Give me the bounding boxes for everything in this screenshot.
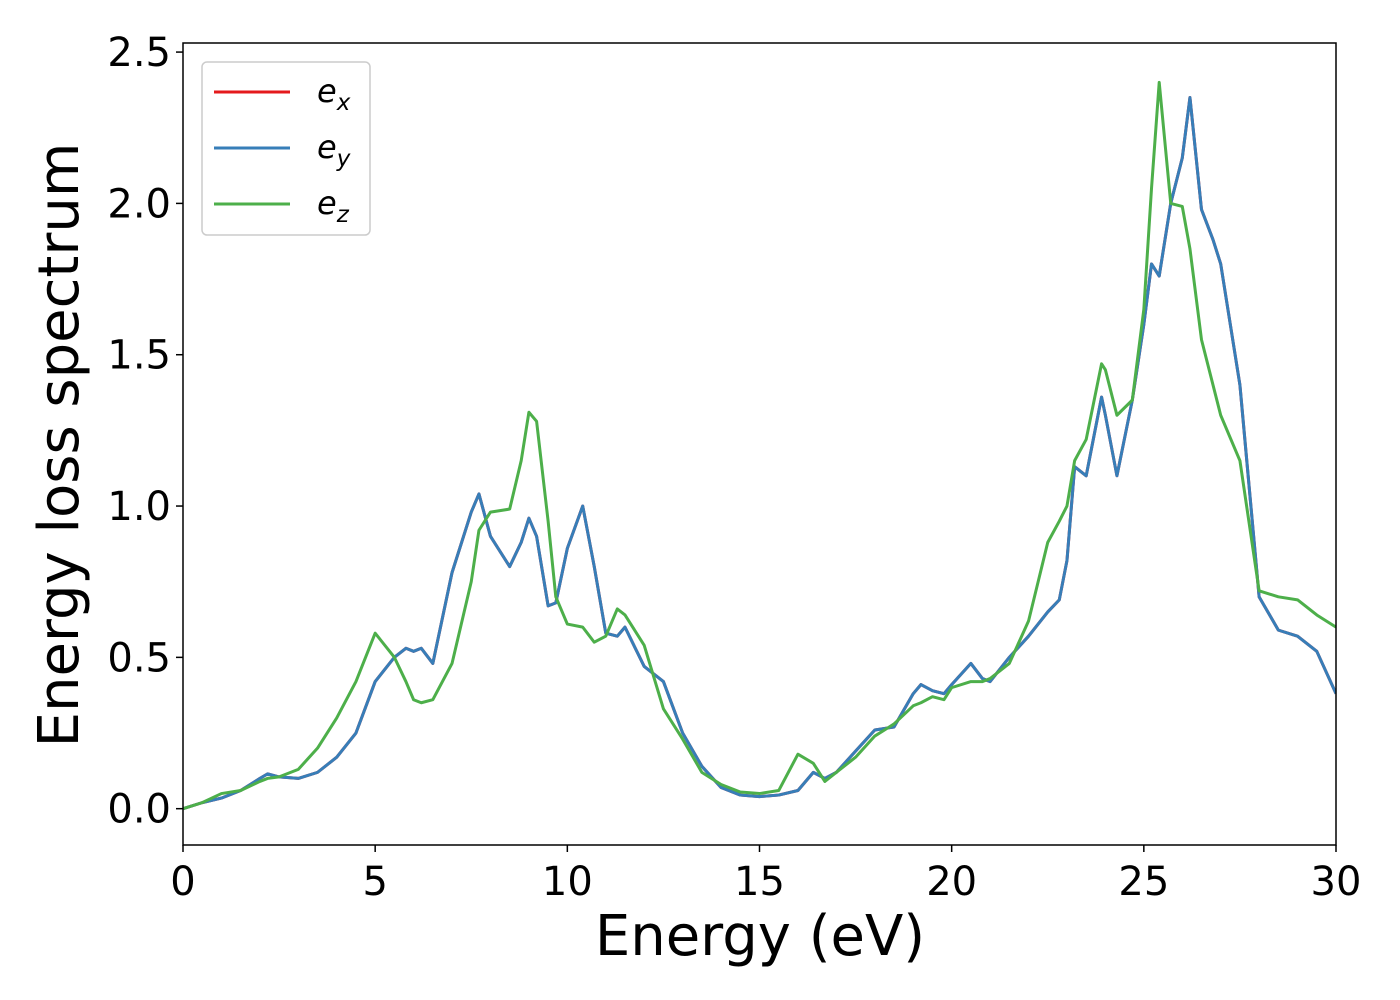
legend-label: ex [317,72,351,116]
plot-frame [182,42,1337,846]
x-tick-label: 10 [542,859,593,905]
y-axis-label: Energy loss spectrum [27,143,92,748]
x-tick-label: 5 [362,859,387,905]
x-axis-label: Energy (eV) [595,904,925,969]
y-tick-label: 2.5 [107,30,171,76]
y-tick-label: 2.0 [107,181,171,227]
x-tick-label: 25 [1118,859,1169,905]
series-line [183,95,1336,811]
y-tick-label: 0.5 [107,635,171,681]
y-tick-label: 0.0 [107,787,171,833]
legend-label: ez [317,184,350,228]
y-tick-label: 1.0 [107,484,171,530]
series-line [183,80,1336,811]
x-tick-label: 0 [170,859,195,905]
x-tick-label: 30 [1311,859,1362,905]
legend-label: ey [317,128,351,172]
x-tick-label: 15 [734,859,785,905]
y-tick-label: 1.5 [107,333,171,379]
x-tick-label: 20 [926,859,977,905]
